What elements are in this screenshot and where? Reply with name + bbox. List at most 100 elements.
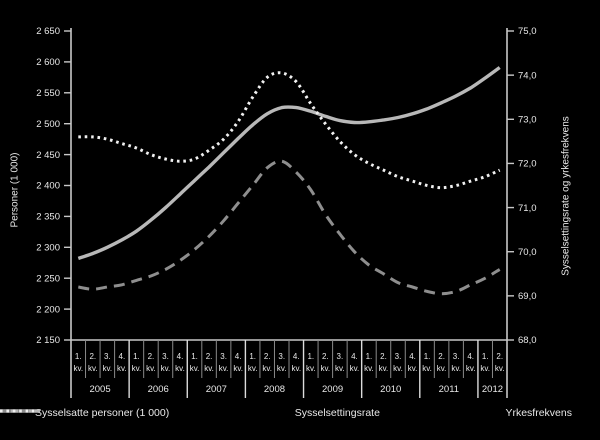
quarter-suffix-label: kv. (219, 364, 229, 373)
quarter-suffix-label: kv. (422, 364, 432, 373)
left-axis-tick-label: 2 150 (36, 335, 60, 346)
year-label: 2005 (89, 384, 110, 395)
quarter-label: 2. (148, 352, 155, 361)
quarter-label: 1. (366, 352, 373, 361)
legend-item-participation-rate: Yrkesfrekvens (0, 407, 572, 419)
left-axis-tick-label: 2 450 (36, 150, 60, 161)
year-label: 2010 (380, 384, 401, 395)
quarter-suffix-label: kv. (146, 364, 156, 373)
year-label: 2008 (264, 384, 285, 395)
quarter-suffix-label: kv. (103, 364, 113, 373)
quarter-label: 4. (235, 352, 242, 361)
left-axis-tick-label: 2 200 (36, 304, 60, 315)
quarter-label: 3. (453, 352, 460, 361)
left-axis-tick-label: 2 600 (36, 57, 60, 68)
quarter-label: 1. (75, 352, 82, 361)
right-axis-tick-label: 68,0 (518, 335, 537, 346)
quarter-suffix-label: kv. (379, 364, 389, 373)
series-line-dashed (78, 159, 501, 296)
legend-item-employed: Sysselsatte personer (1 000) (0, 407, 170, 419)
quarter-suffix-label: kv. (204, 364, 214, 373)
quarter-label: 2. (322, 352, 329, 361)
left-axis-tick-label: 2 250 (36, 273, 60, 284)
left-axis-tick-label: 2 300 (36, 243, 60, 254)
quarter-label: 1. (133, 352, 140, 361)
legend-label: Sysselsatte personer (1 000) (35, 407, 170, 419)
quarter-label: 3. (395, 352, 402, 361)
quarter-label: 1. (482, 352, 489, 361)
quarter-suffix-label: kv. (451, 364, 461, 373)
quarter-label: 2. (89, 352, 96, 361)
legend-label: Sysselsettingsrate (294, 407, 380, 419)
right-axis-tick-label: 75,0 (518, 26, 537, 37)
quarter-suffix-label: kv. (437, 364, 447, 373)
quarter-label: 2. (438, 352, 445, 361)
quarter-label: 3. (162, 352, 169, 361)
quarter-suffix-label: kv. (117, 364, 127, 373)
quarter-suffix-label: kv. (132, 364, 142, 373)
quarter-label: 4. (409, 352, 416, 361)
quarter-suffix-label: kv. (495, 364, 505, 373)
left-axis-tick-label: 2 400 (36, 181, 60, 192)
quarter-label: 3. (278, 352, 285, 361)
left-axis-tick-label: 2 550 (36, 88, 60, 99)
right-axis-tick-label: 71,0 (518, 203, 537, 214)
right-axis-tick-label: 69,0 (518, 291, 537, 302)
quarter-suffix-label: kv. (175, 364, 185, 373)
quarter-suffix-label: kv. (161, 364, 171, 373)
quarter-label: 4. (293, 352, 300, 361)
quarter-label: 2. (496, 352, 503, 361)
quarter-label: 1. (249, 352, 256, 361)
quarter-label: 3. (220, 352, 227, 361)
quarter-label: 4. (119, 352, 126, 361)
quarter-label: 1. (424, 352, 431, 361)
quarter-label: 4. (177, 352, 184, 361)
right-axis-tick-label: 70,0 (518, 247, 537, 258)
left-axis-tick-label: 2 500 (36, 119, 60, 130)
year-label: 2007 (206, 384, 227, 395)
left-axis-tick-label: 2 350 (36, 212, 60, 223)
quarter-suffix-label: kv. (393, 364, 403, 373)
quarter-suffix-label: kv. (335, 364, 345, 373)
year-label: 2012 (482, 384, 503, 395)
dotted-line-swatch-icon (0, 409, 34, 413)
series-line-dotted (78, 71, 501, 190)
quarter-suffix-label: kv. (277, 364, 287, 373)
legend-item-employment-rate: Sysselsettingsrate (0, 407, 380, 419)
year-label: 2011 (439, 384, 459, 395)
quarter-label: 2. (264, 352, 271, 361)
left-axis-title: Personer (1 000) (9, 152, 21, 228)
quarter-label: 4. (467, 352, 474, 361)
quarter-label: 2. (206, 352, 213, 361)
quarter-suffix-label: kv. (88, 364, 98, 373)
year-label: 2009 (322, 384, 343, 395)
quarter-suffix-label: kv. (480, 364, 490, 373)
quarter-label: 4. (351, 352, 358, 361)
year-label: 2006 (148, 384, 169, 395)
quarter-suffix-label: kv. (190, 364, 200, 373)
quarter-label: 1. (307, 352, 314, 361)
right-axis-tick-label: 74,0 (518, 70, 537, 81)
quarter-suffix-label: kv. (306, 364, 316, 373)
quarter-suffix-label: kv. (466, 364, 476, 373)
quarter-suffix-label: kv. (350, 364, 360, 373)
quarter-label: 2. (380, 352, 387, 361)
chart-legend: Sysselsatte personer (1 000) Sysselsetti… (0, 407, 600, 419)
quarter-suffix-label: kv. (262, 364, 272, 373)
legend-label: Yrkesfrekvens (505, 407, 572, 419)
quarter-suffix-label: kv. (248, 364, 258, 373)
right-axis-tick-label: 73,0 (518, 114, 537, 125)
right-axis-tick-label: 72,0 (518, 159, 537, 170)
quarter-label: 3. (337, 352, 344, 361)
quarter-suffix-label: kv. (73, 364, 83, 373)
left-axis-tick-label: 2 650 (36, 26, 60, 37)
quarter-suffix-label: kv. (321, 364, 331, 373)
quarter-label: 3. (104, 352, 111, 361)
quarter-suffix-label: kv. (364, 364, 374, 373)
quarter-suffix-label: kv. (291, 364, 301, 373)
series-line-solid (77, 66, 501, 261)
right-axis-title: Sysselsettingsrate og yrkesfrekvens (560, 116, 572, 276)
quarter-suffix-label: kv. (233, 364, 243, 373)
